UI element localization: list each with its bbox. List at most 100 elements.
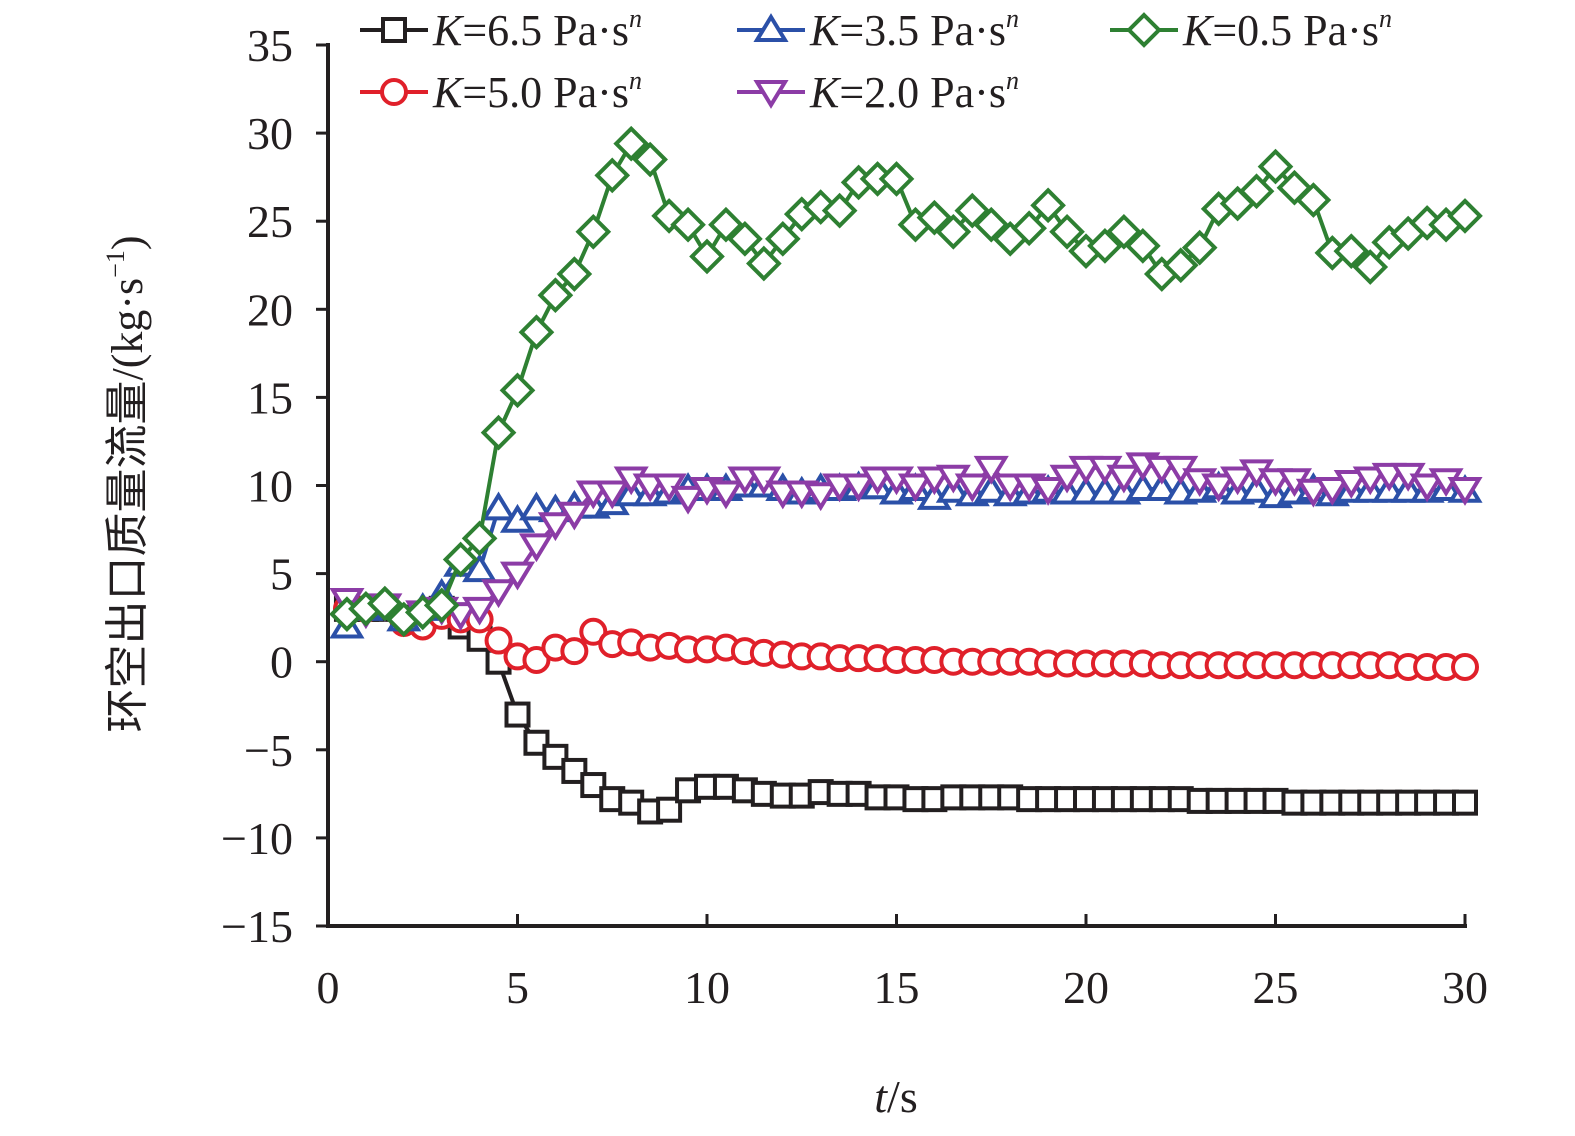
legend: K=6.5 Pa·snK=5.0 Pa·snK=3.5 Pa·snK=2.0 P… xyxy=(360,4,1392,117)
data-point xyxy=(480,414,517,451)
data-point xyxy=(522,645,551,674)
y-tick-label: 25 xyxy=(247,196,293,247)
data-point xyxy=(1106,213,1142,250)
data-point xyxy=(1295,182,1332,218)
data-point xyxy=(1352,466,1388,496)
data-point xyxy=(764,220,801,257)
data-point xyxy=(1162,247,1199,284)
y-tick-label: −15 xyxy=(221,901,293,952)
data-point xyxy=(580,772,607,799)
data-point xyxy=(556,256,593,292)
data-point xyxy=(1011,210,1047,247)
y-tick-label: 5 xyxy=(270,549,293,600)
data-point xyxy=(1238,473,1275,503)
data-point xyxy=(1451,652,1479,681)
data-point xyxy=(1144,472,1180,502)
data-point xyxy=(594,480,630,510)
legend-label-superscript: n xyxy=(629,66,642,95)
legend-label-value: =0.5 Pa·s xyxy=(1212,6,1379,55)
data-point xyxy=(1314,477,1350,506)
data-point xyxy=(1049,213,1085,250)
data-point xyxy=(916,199,953,236)
legend-item: K=0.5 Pa·sn xyxy=(1110,4,1392,55)
data-point xyxy=(954,473,990,503)
data-point xyxy=(499,372,536,409)
data-point xyxy=(367,585,403,622)
series-triangle-down xyxy=(329,452,1483,637)
legend-item: K=3.5 Pa·sn xyxy=(737,4,1019,55)
y-tick-label: 30 xyxy=(247,108,293,159)
legend-label-k: K xyxy=(809,6,842,55)
data-point xyxy=(613,125,650,162)
legend-label-superscript: n xyxy=(1379,4,1392,33)
data-point xyxy=(537,277,574,314)
legend-label-k: K xyxy=(1182,6,1215,55)
data-point xyxy=(670,206,706,243)
x-tick-label: 0 xyxy=(317,962,340,1013)
data-point xyxy=(462,553,498,583)
legend-label-k: K xyxy=(432,68,465,117)
data-point xyxy=(973,206,1010,243)
data-point xyxy=(1352,249,1389,285)
legend-label-superscript: n xyxy=(1006,66,1019,95)
legend-marker xyxy=(380,78,408,106)
data-point xyxy=(656,796,683,823)
ticks: −15 −10 −5 0 5 10 15 20 25 30 35 0 5 10 15 20 25 30 xyxy=(221,20,1488,1013)
data-point xyxy=(803,482,839,512)
y-tick-label: 35 xyxy=(247,20,293,71)
legend-item: K=2.0 Pa·sn xyxy=(737,66,1019,117)
y-tick-label: −10 xyxy=(221,813,293,864)
series-line xyxy=(345,483,1466,628)
legend-label-value: =5.0 Pa·s xyxy=(462,68,629,117)
data-point xyxy=(1220,466,1256,496)
data-point xyxy=(1087,228,1123,264)
legend-label-k: K xyxy=(809,68,842,117)
data-point xyxy=(954,192,991,229)
legend-label: K=2.0 Pa·sn xyxy=(809,66,1019,117)
data-point xyxy=(561,757,588,784)
x-tick-label: 5 xyxy=(506,962,529,1013)
data-point xyxy=(746,466,782,496)
legend-marker xyxy=(381,17,407,43)
data-point xyxy=(1409,473,1445,503)
x-tick-label: 25 xyxy=(1253,962,1299,1013)
data-point xyxy=(821,192,858,229)
data-point xyxy=(480,579,517,609)
data-point xyxy=(542,743,569,770)
data-point xyxy=(537,512,573,542)
data-point xyxy=(575,213,612,250)
data-point xyxy=(1181,229,1218,266)
data-point xyxy=(499,561,536,591)
data-point xyxy=(484,626,513,655)
y-axis-label: 环空出口质量流量/(kg·s−1) xyxy=(101,236,152,733)
data-point xyxy=(1238,173,1275,210)
legend-item: K=6.5 Pa·sn xyxy=(360,4,642,55)
data-point xyxy=(523,729,550,756)
data-point xyxy=(746,245,782,282)
y-tick-label: −5 xyxy=(244,725,293,776)
data-point xyxy=(1295,478,1331,508)
data-point xyxy=(1333,233,1370,269)
data-point xyxy=(1049,464,1085,494)
data-point xyxy=(518,314,555,351)
data-point xyxy=(916,466,952,496)
data-point xyxy=(504,701,531,728)
data-point xyxy=(1447,477,1483,506)
y-axis-label-close: ) xyxy=(103,236,152,251)
data-point xyxy=(1030,477,1066,506)
data-point xyxy=(518,533,555,563)
data-point xyxy=(1201,473,1237,503)
data-point xyxy=(556,501,592,531)
legend-label-superscript: n xyxy=(1006,4,1019,33)
legend-label-value: =6.5 Pa·s xyxy=(462,6,629,55)
data-point xyxy=(689,238,725,275)
legend-item: K=5.0 Pa·sn xyxy=(360,66,642,117)
data-point xyxy=(935,213,972,250)
x-tick-label: 15 xyxy=(874,962,920,1013)
y-tick-label: 15 xyxy=(247,372,293,423)
legend-label: K=5.0 Pa·sn xyxy=(432,66,642,117)
y-axis-label-superscript: −1 xyxy=(101,250,130,278)
series-diamond xyxy=(329,125,1483,638)
legend-label: K=3.5 Pa·sn xyxy=(809,4,1019,55)
